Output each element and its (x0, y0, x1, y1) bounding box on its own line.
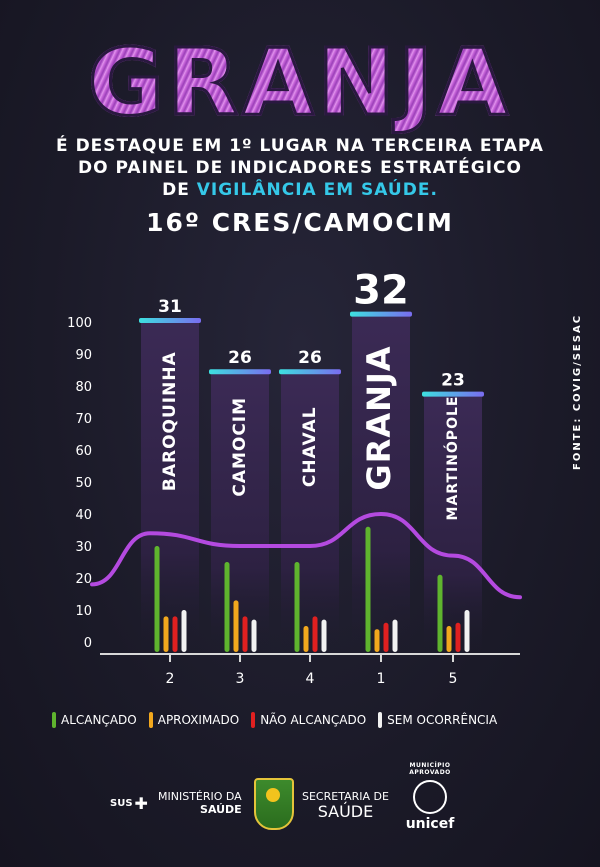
indicator-bar (437, 574, 443, 652)
granja-shield-icon (254, 778, 294, 830)
globe-icon (413, 780, 447, 814)
indicator-bar (242, 616, 248, 652)
legend-label: SEM OCORRÊNCIA (387, 713, 498, 727)
score-label: 26 (298, 348, 322, 368)
legend-swatch (52, 712, 56, 728)
legend-label: APROXIMADO (157, 713, 240, 727)
y-tick-label: 70 (75, 412, 92, 427)
y-tick-label: 20 (75, 572, 92, 587)
indicator-bar (163, 616, 169, 652)
sus-logo: SUS ✚ (110, 794, 148, 813)
category-label: GRANJA (360, 345, 398, 490)
subtitle-line-1: É DESTAQUE EM 1º LUGAR NA TERCEIRA ETAPA (56, 136, 544, 156)
category-column (281, 373, 339, 652)
sun-icon (266, 788, 280, 802)
category-label: CHAVAL (300, 406, 320, 487)
category-label: CAMOCIM (230, 397, 250, 497)
legend-label: ALCANÇADO (61, 713, 137, 727)
subtitle-prefix: DE (162, 180, 197, 200)
legend-item-aproximado: APROXIMADO (148, 712, 240, 728)
unicef-label: unicef (405, 816, 455, 832)
trend-curve (90, 511, 522, 600)
indicator-bar (392, 619, 398, 652)
indicator-bar (294, 562, 300, 652)
category-column (424, 395, 482, 652)
rank-label: 1 (377, 671, 386, 687)
indicator-bar (383, 622, 389, 652)
category-column (141, 322, 199, 652)
legend-item-sem-ocorrencia: SEM OCORRÊNCIA (378, 712, 497, 728)
logos-footer: SUS ✚ MINISTÉRIO DA SAÚDE SECRETARIA DE … (0, 760, 600, 850)
ministerio-line-1: MINISTÉRIO DA (158, 790, 242, 803)
rank-label: 2 (166, 671, 175, 687)
ministerio-line-2: SAÚDE (200, 803, 242, 816)
y-tick-label: 0 (84, 636, 92, 651)
column-cap (209, 369, 271, 375)
cross-icon: ✚ (134, 794, 148, 813)
unicef-seal: MUNICÍPIO APROVADO unicef (400, 762, 460, 844)
chart-legend: ALCANÇADO APROXIMADO NÃO ALCANÇADO SEM O… (52, 710, 509, 730)
column-cap (350, 311, 412, 317)
region-label: 16º CRES/CAMOCIM (146, 208, 454, 237)
indicator-bar (303, 626, 309, 652)
category-label: MARTINÓPOLE (443, 396, 461, 521)
legend-swatch (251, 712, 256, 728)
score-label: 32 (353, 268, 409, 314)
y-tick-label: 60 (75, 444, 92, 459)
indicator-bar (224, 562, 230, 652)
subtitle-highlight: VIGILÂNCIA EM SAÚDE. (196, 180, 438, 200)
secretaria-line-2: SAÚDE (317, 802, 374, 821)
rank-label: 3 (236, 671, 245, 687)
indicator-bar (181, 610, 187, 652)
score-label: 26 (228, 348, 252, 368)
indicator-bar (365, 526, 371, 652)
score-label: 31 (158, 297, 182, 317)
y-tick-label: 90 (75, 348, 92, 363)
sus-label: SUS (110, 798, 133, 809)
column-cap (422, 391, 484, 397)
subtitle-line-2: DO PAINEL DE INDICADORES ESTRATÉGICO (78, 158, 522, 178)
indicator-bar (251, 619, 257, 652)
indicator-bar (321, 619, 327, 652)
y-tick-label: 10 (75, 604, 92, 619)
page-title: GRANJA (0, 28, 600, 138)
y-tick-label: 100 (67, 316, 92, 331)
column-cap (139, 318, 201, 323)
category-column (352, 315, 410, 652)
selo-label: MUNICÍPIO APROVADO (409, 762, 451, 776)
indicator-bar (154, 546, 160, 652)
category-column (211, 373, 269, 652)
rank-label: 4 (306, 671, 315, 687)
legend-item-alcancado: ALCANÇADO (52, 712, 137, 728)
y-tick-label: 40 (75, 508, 92, 523)
y-tick-label: 80 (75, 380, 92, 395)
secretaria-logo: SECRETARIA DE SAÚDE (302, 790, 389, 821)
ministerio-logo: MINISTÉRIO DA SAÚDE (158, 790, 242, 816)
y-tick-label: 30 (75, 540, 92, 555)
subtitle-line-3: DE VIGILÂNCIA EM SAÚDE. (0, 180, 600, 200)
indicator-bar (464, 610, 470, 652)
indicator-bar (455, 622, 461, 652)
category-label: BAROQUINHA (160, 351, 180, 491)
legend-item-nao-alcancado: NÃO ALCANÇADO (251, 712, 366, 728)
column-cap (279, 369, 341, 375)
legend-swatch (378, 712, 383, 728)
rank-label: 5 (449, 671, 458, 687)
indicator-bar (172, 616, 178, 652)
y-tick-label: 50 (75, 476, 92, 491)
secretaria-line-1: SECRETARIA DE (302, 790, 389, 803)
legend-swatch (148, 712, 153, 728)
indicator-bar (446, 626, 452, 652)
score-label: 23 (441, 371, 465, 391)
indicator-bar (374, 629, 380, 652)
legend-label: NÃO ALCANÇADO (260, 713, 367, 727)
indicator-bar (312, 616, 318, 652)
indicator-bar (233, 600, 239, 652)
